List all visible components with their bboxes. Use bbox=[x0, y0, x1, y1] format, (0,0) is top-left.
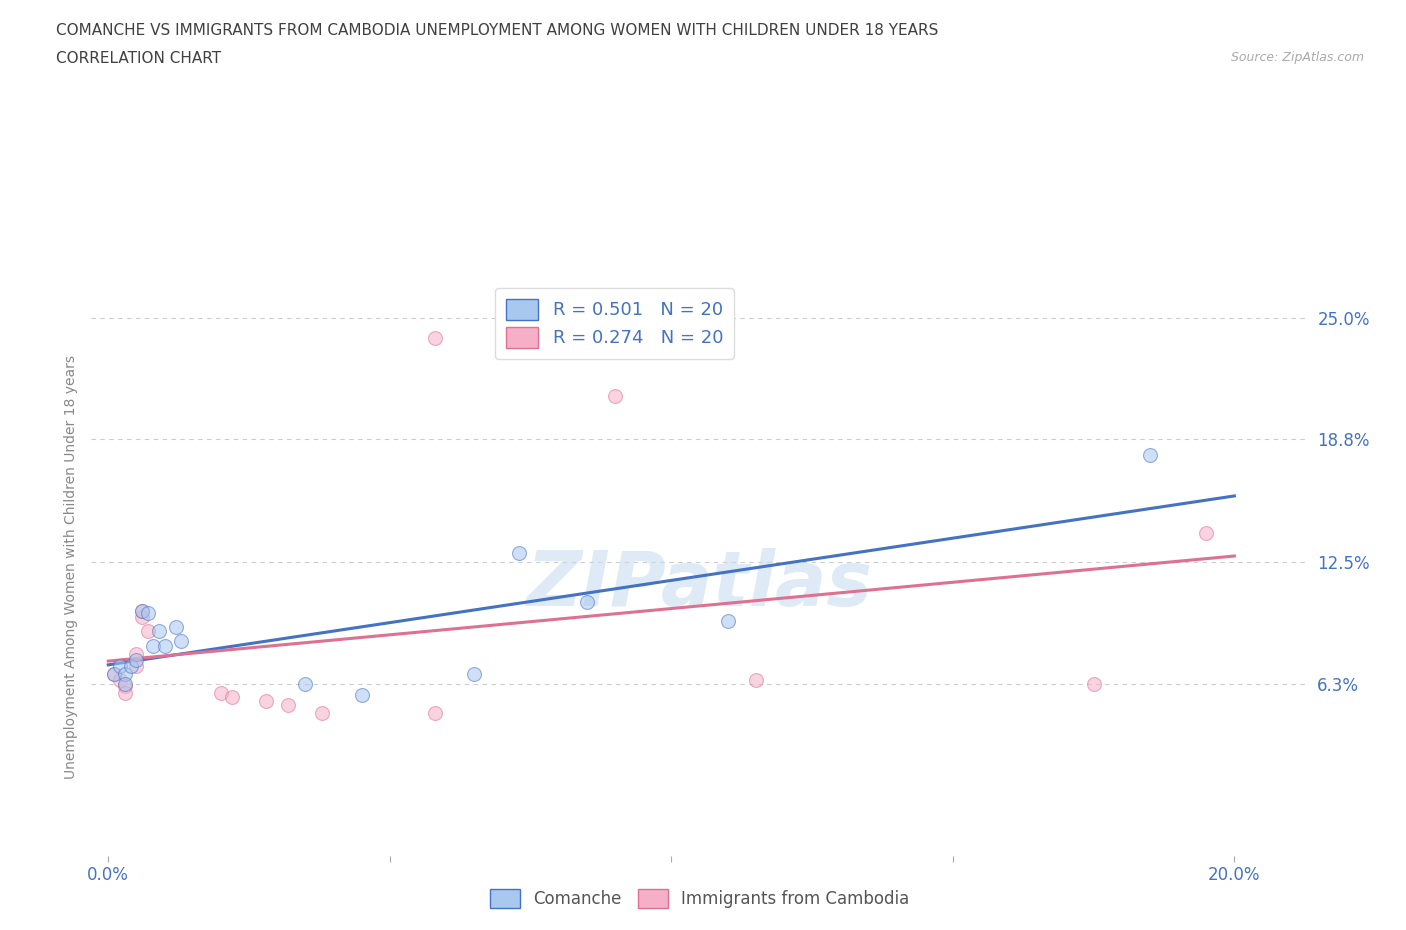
Point bbox=[603, 389, 626, 404]
Text: ZIPatlas: ZIPatlas bbox=[526, 548, 873, 621]
Point bbox=[108, 658, 131, 673]
Point bbox=[277, 698, 299, 712]
Point bbox=[125, 653, 148, 668]
Point bbox=[125, 647, 148, 662]
Y-axis label: Unemployment Among Women with Children Under 18 years: Unemployment Among Women with Children U… bbox=[63, 355, 77, 779]
Point bbox=[1083, 676, 1105, 691]
Point bbox=[311, 706, 333, 721]
Point bbox=[221, 690, 243, 705]
Point bbox=[114, 676, 136, 691]
Point bbox=[131, 604, 153, 618]
Point bbox=[165, 619, 187, 634]
Legend: Comanche, Immigrants from Cambodia: Comanche, Immigrants from Cambodia bbox=[481, 881, 918, 916]
Point bbox=[1139, 447, 1161, 462]
Point bbox=[717, 614, 740, 629]
Point bbox=[350, 688, 373, 703]
Point bbox=[745, 672, 768, 687]
Point bbox=[114, 686, 136, 701]
Point bbox=[254, 694, 277, 709]
Point bbox=[103, 667, 125, 682]
Point bbox=[1195, 525, 1218, 540]
Point bbox=[136, 605, 159, 620]
Point bbox=[423, 330, 446, 345]
Text: COMANCHE VS IMMIGRANTS FROM CAMBODIA UNEMPLOYMENT AMONG WOMEN WITH CHILDREN UNDE: COMANCHE VS IMMIGRANTS FROM CAMBODIA UNE… bbox=[56, 23, 939, 38]
Point bbox=[209, 686, 232, 701]
Point bbox=[103, 667, 125, 682]
Point bbox=[148, 623, 170, 638]
Text: Source: ZipAtlas.com: Source: ZipAtlas.com bbox=[1230, 51, 1364, 64]
Point bbox=[114, 667, 136, 682]
Point bbox=[508, 545, 530, 560]
Point bbox=[125, 658, 148, 673]
Point bbox=[294, 676, 316, 691]
Point bbox=[120, 658, 142, 673]
Point bbox=[136, 623, 159, 638]
Point bbox=[142, 639, 165, 654]
Point bbox=[108, 672, 131, 687]
Point bbox=[463, 667, 485, 682]
Text: CORRELATION CHART: CORRELATION CHART bbox=[56, 51, 221, 66]
Point bbox=[114, 678, 136, 693]
Point bbox=[153, 639, 176, 654]
Point bbox=[131, 604, 153, 618]
Point bbox=[575, 594, 598, 609]
Point bbox=[170, 633, 193, 648]
Point bbox=[131, 610, 153, 625]
Point bbox=[423, 706, 446, 721]
